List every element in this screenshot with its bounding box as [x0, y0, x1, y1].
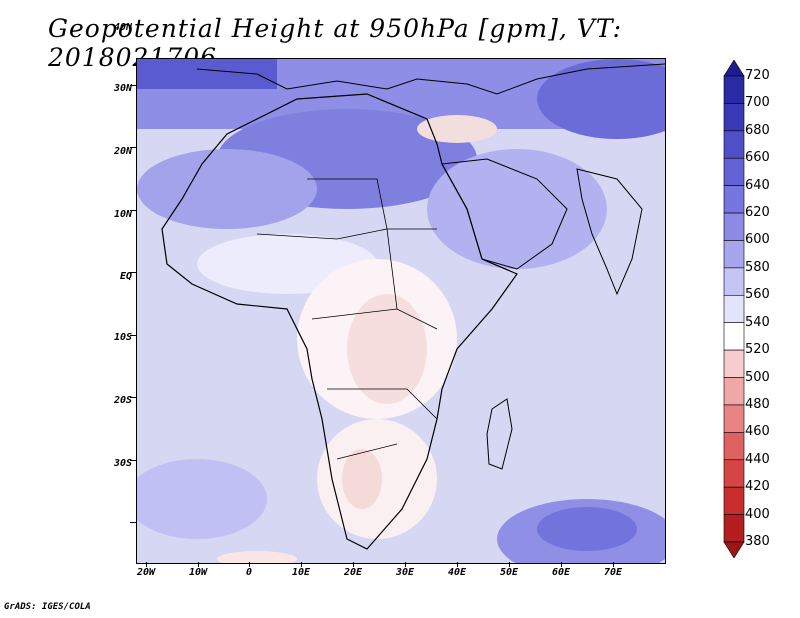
colorbar-swatch: [723, 322, 745, 351]
colorbar-label: 420: [745, 479, 770, 495]
colorbar-label: 400: [745, 506, 770, 522]
colorbar-swatch: [723, 75, 745, 104]
colorbar-swatch: [723, 349, 745, 378]
lat-tickmark: [130, 397, 136, 398]
colorbar-label: 460: [745, 424, 770, 440]
lat-tickmark: [130, 272, 136, 273]
field-indian-ocean-core: [537, 507, 637, 551]
colorbar-swatch: [723, 212, 745, 241]
lat-tickmark: [130, 210, 136, 211]
lat-tick-30s: 30S: [113, 458, 132, 469]
colorbar-swatch: [723, 240, 745, 269]
lon-tickmark: [146, 562, 147, 567]
lat-tick-40n: 40N: [113, 22, 132, 33]
colorbar-swatches: [723, 60, 745, 558]
field-arabia: [427, 149, 607, 269]
lon-tickmark: [353, 562, 354, 567]
field-west-sahara: [137, 149, 317, 229]
colorbar-top-triangle: [723, 60, 745, 77]
lon-tick-60e: 60E: [551, 567, 571, 578]
colorbar-swatch: [723, 432, 745, 461]
colorbar-swatch: [723, 404, 745, 433]
lat-tickmark: [130, 85, 136, 86]
lat-tick-20n: 20N: [113, 146, 132, 157]
grads-credit: GrADS: IGES/COLA: [4, 602, 91, 612]
map-field-svg: [137, 59, 665, 563]
map-plot-area: [136, 58, 666, 564]
colorbar-label: 500: [745, 369, 770, 385]
colorbar-label: 640: [745, 177, 770, 193]
colorbar-swatch: [723, 185, 745, 214]
colorbar-label: 620: [745, 205, 770, 221]
field-south-low: [217, 551, 297, 563]
field-south-atlantic: [137, 459, 267, 539]
colorbar-bottom-triangle: [723, 541, 745, 558]
colorbar: [723, 60, 745, 558]
colorbar-label: 580: [745, 259, 770, 275]
colorbar-label: 540: [745, 314, 770, 330]
colorbar-swatch: [723, 459, 745, 488]
colorbar-swatch: [723, 377, 745, 406]
colorbar-label: 680: [745, 122, 770, 138]
lat-tick-10s: 10S: [113, 332, 132, 343]
lon-tickmark: [301, 562, 302, 567]
lon-tick-50e: 50E: [499, 567, 519, 578]
colorbar-swatch: [723, 157, 745, 186]
lon-tickmark: [249, 562, 250, 567]
lon-tickmark: [198, 562, 199, 567]
colorbar-label: 700: [745, 95, 770, 111]
colorbar-swatch: [723, 103, 745, 132]
lon-tickmark: [613, 562, 614, 567]
lon-tick-70e: 70E: [603, 567, 623, 578]
lon-tick-30e: 30E: [395, 567, 415, 578]
colorbar-label: 660: [745, 150, 770, 166]
colorbar-swatch: [723, 486, 745, 515]
field-levant-low: [417, 115, 497, 143]
lon-tickmark: [457, 562, 458, 567]
lat-tick-20s: 20S: [113, 395, 132, 406]
field-kalahari-low: [342, 449, 382, 509]
lat-tick-eq: EQ: [119, 271, 132, 282]
europe-coastline: [196, 63, 665, 95]
lon-tick-10w: 10W: [188, 567, 208, 578]
lon-tick-20e: 20E: [343, 567, 363, 578]
india-coastline: [576, 168, 643, 296]
lat-tickmark: [130, 335, 136, 336]
colorbar-label: 440: [745, 451, 770, 467]
colorbar-swatch: [723, 514, 745, 543]
colorbar-label: 560: [745, 287, 770, 303]
arabia-coastline: [441, 158, 568, 270]
colorbar-label: 600: [745, 232, 770, 248]
madagascar-coastline: [486, 398, 513, 470]
lon-tickmark: [561, 562, 562, 567]
lon-tickmark: [509, 562, 510, 567]
lon-tick-20w: 20W: [136, 567, 156, 578]
lat-tickmark: [130, 522, 136, 523]
lon-tickmark: [405, 562, 406, 567]
colorbar-label: 480: [745, 396, 770, 412]
africa-coastline: [161, 93, 518, 550]
lon-tick-40e: 40E: [447, 567, 467, 578]
colorbar-swatch: [723, 267, 745, 296]
lat-tickmark: [130, 460, 136, 461]
lon-tick-10e: 10E: [291, 567, 311, 578]
lon-tick-0: 0: [245, 567, 253, 578]
lat-tick-10n: 10N: [113, 209, 132, 220]
lat-tick-30n: 30N: [113, 83, 132, 94]
map-title: Geopotential Height at 950hPa [gpm], VT:…: [48, 14, 623, 72]
field-congo-low: [347, 294, 427, 404]
colorbar-label: 380: [745, 534, 770, 549]
country-borders: [256, 178, 438, 460]
colorbar-label: 720: [745, 68, 770, 83]
lat-tickmark: [130, 147, 136, 148]
field-northeast-max: [537, 59, 665, 139]
colorbar-label: 520: [745, 342, 770, 358]
colorbar-swatch: [723, 130, 745, 159]
colorbar-swatch: [723, 294, 745, 324]
